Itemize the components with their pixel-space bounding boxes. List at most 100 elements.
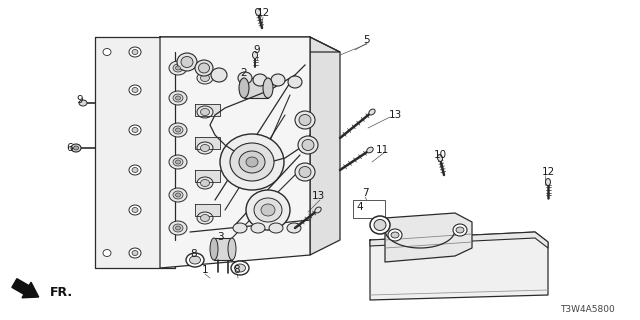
Polygon shape bbox=[370, 232, 548, 300]
Ellipse shape bbox=[173, 191, 183, 199]
Ellipse shape bbox=[239, 78, 249, 98]
Ellipse shape bbox=[197, 212, 213, 224]
Text: 8: 8 bbox=[234, 265, 240, 275]
Polygon shape bbox=[353, 200, 385, 218]
Ellipse shape bbox=[132, 251, 138, 255]
Ellipse shape bbox=[175, 226, 180, 230]
Ellipse shape bbox=[391, 232, 399, 238]
Text: 6: 6 bbox=[67, 143, 74, 153]
Ellipse shape bbox=[132, 167, 138, 172]
Ellipse shape bbox=[453, 224, 467, 236]
Ellipse shape bbox=[239, 151, 265, 173]
Ellipse shape bbox=[74, 146, 79, 150]
Ellipse shape bbox=[299, 166, 311, 178]
Ellipse shape bbox=[200, 75, 209, 82]
Ellipse shape bbox=[298, 136, 318, 154]
Ellipse shape bbox=[197, 72, 213, 84]
Ellipse shape bbox=[129, 205, 141, 215]
Ellipse shape bbox=[169, 188, 187, 202]
Ellipse shape bbox=[197, 177, 213, 189]
Text: 3: 3 bbox=[217, 232, 223, 242]
Ellipse shape bbox=[200, 108, 209, 116]
Text: 11: 11 bbox=[376, 145, 388, 155]
Ellipse shape bbox=[132, 127, 138, 132]
Ellipse shape bbox=[189, 256, 200, 264]
Ellipse shape bbox=[299, 115, 311, 125]
Text: 10: 10 bbox=[433, 150, 447, 160]
Ellipse shape bbox=[173, 158, 183, 166]
Ellipse shape bbox=[173, 126, 183, 134]
Text: 13: 13 bbox=[388, 110, 402, 120]
Text: 7: 7 bbox=[362, 188, 368, 198]
Text: T3W4A5800: T3W4A5800 bbox=[560, 306, 615, 315]
Ellipse shape bbox=[288, 76, 302, 88]
Ellipse shape bbox=[456, 227, 464, 233]
Ellipse shape bbox=[181, 57, 193, 68]
Ellipse shape bbox=[132, 50, 138, 54]
Ellipse shape bbox=[295, 111, 315, 129]
Ellipse shape bbox=[210, 238, 218, 260]
Text: 1: 1 bbox=[202, 265, 208, 275]
Polygon shape bbox=[310, 37, 340, 255]
Polygon shape bbox=[195, 170, 220, 182]
Ellipse shape bbox=[129, 47, 141, 57]
Ellipse shape bbox=[173, 64, 183, 72]
Ellipse shape bbox=[186, 253, 204, 267]
Polygon shape bbox=[195, 137, 220, 149]
Polygon shape bbox=[370, 232, 548, 248]
Ellipse shape bbox=[302, 140, 314, 150]
Text: 2: 2 bbox=[241, 68, 247, 78]
Ellipse shape bbox=[233, 223, 247, 233]
Ellipse shape bbox=[315, 207, 321, 213]
Ellipse shape bbox=[175, 193, 180, 197]
Text: 8: 8 bbox=[191, 249, 197, 259]
Ellipse shape bbox=[175, 160, 180, 164]
Ellipse shape bbox=[234, 264, 246, 272]
Ellipse shape bbox=[169, 61, 187, 75]
Text: 4: 4 bbox=[356, 202, 364, 212]
Ellipse shape bbox=[200, 145, 209, 151]
Text: 9: 9 bbox=[77, 95, 83, 105]
Ellipse shape bbox=[251, 223, 265, 233]
Ellipse shape bbox=[253, 52, 257, 59]
Ellipse shape bbox=[271, 74, 285, 86]
Ellipse shape bbox=[79, 100, 87, 106]
Ellipse shape bbox=[103, 49, 111, 55]
Ellipse shape bbox=[220, 134, 284, 190]
Ellipse shape bbox=[173, 224, 183, 232]
Ellipse shape bbox=[230, 143, 274, 181]
Ellipse shape bbox=[246, 190, 290, 230]
Polygon shape bbox=[160, 37, 310, 268]
Ellipse shape bbox=[367, 147, 373, 153]
Ellipse shape bbox=[169, 123, 187, 137]
Ellipse shape bbox=[388, 229, 402, 241]
Ellipse shape bbox=[175, 66, 180, 70]
Ellipse shape bbox=[175, 96, 180, 100]
Ellipse shape bbox=[198, 63, 209, 73]
Ellipse shape bbox=[211, 68, 227, 82]
Ellipse shape bbox=[129, 248, 141, 258]
Polygon shape bbox=[195, 204, 220, 216]
Ellipse shape bbox=[195, 60, 213, 76]
Polygon shape bbox=[95, 37, 175, 268]
Ellipse shape bbox=[370, 216, 390, 234]
Polygon shape bbox=[12, 279, 38, 298]
Ellipse shape bbox=[129, 165, 141, 175]
Polygon shape bbox=[195, 104, 220, 116]
Ellipse shape bbox=[238, 72, 252, 84]
Polygon shape bbox=[385, 213, 472, 262]
Ellipse shape bbox=[129, 125, 141, 135]
Ellipse shape bbox=[261, 204, 275, 216]
Ellipse shape bbox=[173, 94, 183, 102]
Ellipse shape bbox=[132, 87, 138, 92]
Polygon shape bbox=[214, 238, 232, 260]
Ellipse shape bbox=[437, 155, 443, 162]
Ellipse shape bbox=[231, 261, 249, 275]
Ellipse shape bbox=[255, 9, 260, 15]
Ellipse shape bbox=[177, 53, 197, 71]
Text: 12: 12 bbox=[541, 167, 555, 177]
Ellipse shape bbox=[200, 180, 209, 187]
Ellipse shape bbox=[295, 163, 315, 181]
Ellipse shape bbox=[197, 142, 213, 154]
Ellipse shape bbox=[246, 157, 258, 167]
